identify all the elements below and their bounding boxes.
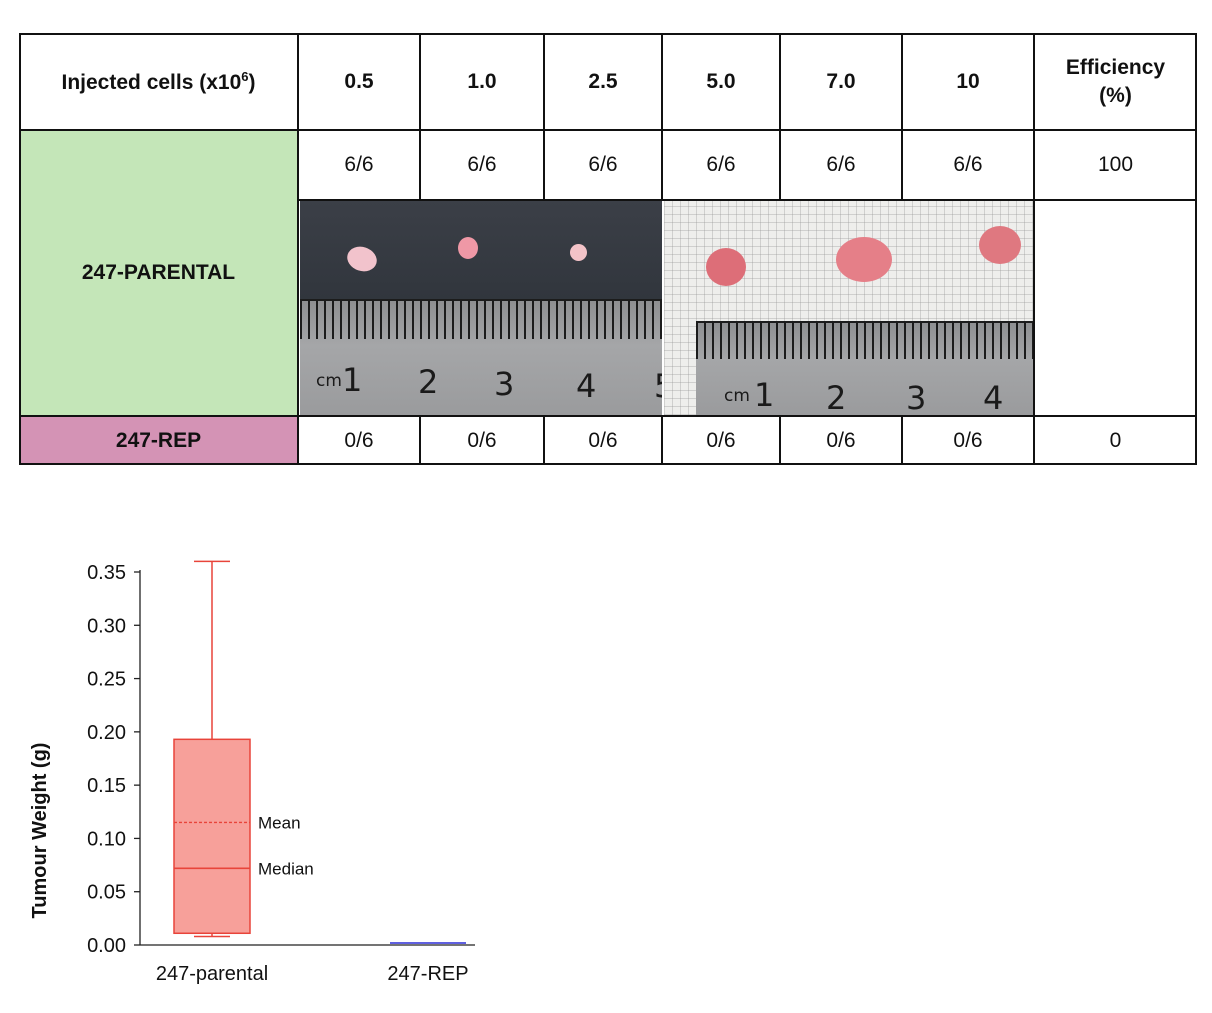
- table-border-top: [19, 33, 1197, 35]
- header-dose-2: 2.5: [588, 69, 618, 93]
- y-tick-label-7: 0.35: [87, 562, 126, 584]
- header-dose-4: 7.0: [826, 69, 856, 93]
- table-vline-1b: [419, 415, 421, 465]
- ruler-right-num-4: 4: [983, 379, 1004, 415]
- table-vline-3: [661, 33, 663, 201]
- table-vline-1: [419, 33, 421, 201]
- rep-value-3: 0/6: [706, 428, 736, 452]
- header-dose-0: 0.5: [344, 69, 374, 93]
- table-vline-3b: [661, 415, 663, 465]
- ruler-left-num-5: 5: [654, 367, 662, 405]
- x-tick-label-1: 247-REP: [387, 963, 468, 985]
- rep-value-5: 0/6: [953, 428, 983, 452]
- ruler-left: cm 1 2 3 4 5: [300, 299, 662, 415]
- parental-value-1: 6/6: [467, 153, 497, 176]
- tumour-right-3: [979, 226, 1021, 264]
- tumour-right-1: [706, 248, 746, 286]
- tumour-left-3: [570, 244, 587, 261]
- row-name-parental: 247-PARENTAL: [19, 130, 298, 416]
- rep-efficiency: 0: [1109, 428, 1122, 452]
- ruler-right-num-1: 1: [754, 376, 775, 414]
- table-vline-4b: [779, 415, 781, 465]
- header-dose-1: 1.0: [467, 69, 497, 93]
- tumour-left-1: [344, 242, 380, 276]
- table-hline-3: [19, 415, 1197, 417]
- ruler-right-unit: cm: [724, 386, 750, 406]
- y-tick-label-1: 0.05: [87, 882, 126, 904]
- header-efficiency: Efficiency (%): [1034, 33, 1197, 130]
- table-border-right: [1195, 33, 1197, 465]
- table-border-bottom: [19, 463, 1197, 465]
- table-vline-5b: [901, 415, 903, 465]
- results-table: Injected cells (x106) 0.5 1.0 2.5 5.0 7.…: [19, 33, 1197, 465]
- y-tick-label-6: 0.30: [87, 615, 126, 637]
- efficiency-line1: Efficiency: [1065, 55, 1166, 79]
- tumour-right-2: [836, 237, 892, 282]
- table-vline-2: [543, 33, 545, 201]
- header-dose-5: 10: [956, 69, 980, 93]
- annotation-mean: Mean: [258, 813, 301, 832]
- ruler-right-num-3: 3: [906, 379, 927, 415]
- tumour-photo-left: cm 1 2 3 4 5: [300, 201, 662, 415]
- box-0: [173, 738, 251, 935]
- header-injected-cells: Injected cells (x106): [19, 33, 298, 130]
- ruler-right: cm 1 2 3 4: [696, 321, 1035, 415]
- parental-value-2: 6/6: [588, 153, 618, 176]
- table-vline-4: [779, 33, 781, 201]
- tumour-weight-chart: 0.00 0.05 0.10 0.15 0.20 0.25 0.30 0.35 Tumour W…: [0, 480, 560, 1008]
- chart-svg: 0.00 0.05 0.10 0.15 0.20 0.25 0.30 0.35 Tumour W…: [29, 560, 475, 985]
- parental-value-3: 6/6: [706, 153, 736, 176]
- ruler-left-num-1: 1: [342, 361, 363, 399]
- row-name-rep: 247-REP: [19, 416, 298, 465]
- rep-value-4: 0/6: [826, 428, 856, 452]
- header-dose-3: 5.0: [706, 69, 736, 93]
- tumour-photo-right: cm 1 2 3 4: [664, 201, 1035, 415]
- table-hline-2: [298, 199, 1197, 201]
- rep-value-2: 0/6: [588, 428, 618, 452]
- y-tick-label-0: 0.00: [87, 935, 126, 957]
- header-label: Injected cells (x106): [61, 68, 256, 94]
- parental-efficiency: 100: [1097, 153, 1134, 176]
- table-vline-5: [901, 33, 903, 201]
- rep-value-1: 0/6: [467, 428, 497, 452]
- table-border-left: [19, 33, 21, 465]
- parental-value-5: 6/6: [953, 153, 983, 176]
- table-vline-2b: [543, 415, 545, 465]
- table-vline-0: [297, 33, 299, 465]
- table-hline-1: [19, 129, 1197, 131]
- rep-value-0: 0/6: [344, 428, 374, 452]
- ruler-left-num-2: 2: [418, 363, 439, 401]
- y-tick-label-2: 0.10: [87, 828, 126, 850]
- parental-value-4: 6/6: [826, 153, 856, 176]
- annotation-median: Median: [258, 859, 314, 878]
- y-tick-label-3: 0.15: [87, 775, 126, 797]
- efficiency-line2: (%): [1099, 83, 1132, 107]
- x-tick-label-0: 247-parental: [156, 963, 268, 985]
- tumour-left-2: [458, 237, 478, 259]
- y-axis-label: Tumour Weight (g): [29, 743, 51, 919]
- parental-value-0: 6/6: [344, 153, 374, 176]
- y-tick-label-5: 0.25: [87, 669, 126, 691]
- ruler-right-num-2: 2: [826, 379, 847, 415]
- ruler-left-unit: cm: [316, 371, 342, 391]
- y-tick-label-4: 0.20: [87, 722, 126, 744]
- ruler-left-num-4: 4: [576, 367, 597, 405]
- ruler-left-num-3: 3: [494, 365, 515, 403]
- table-vline-6: [1033, 33, 1035, 465]
